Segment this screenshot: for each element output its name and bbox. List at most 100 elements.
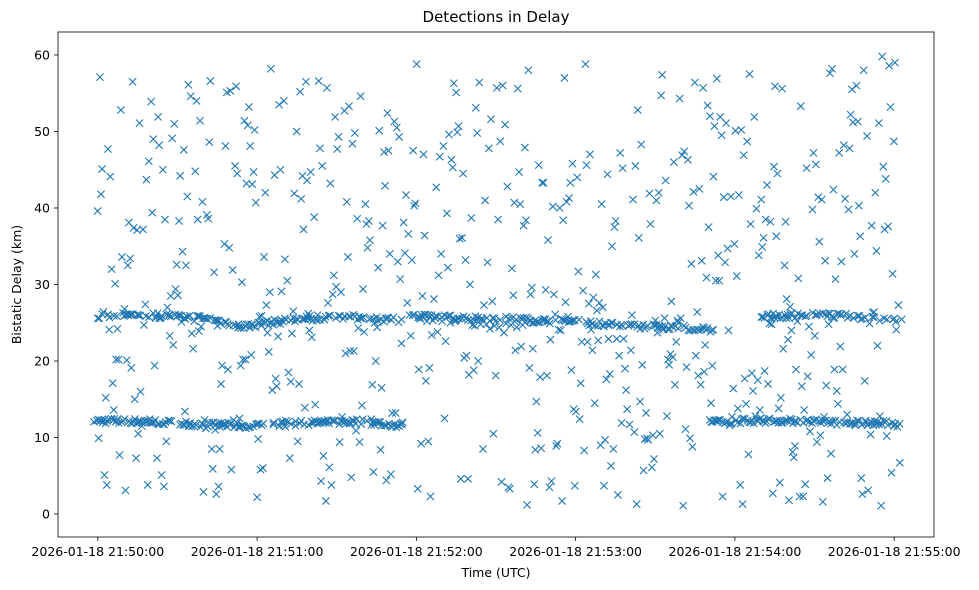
- track-point: [445, 311, 454, 320]
- track-point: [802, 311, 811, 320]
- data-point: [744, 450, 753, 459]
- data-point: [814, 193, 823, 202]
- data-point: [321, 497, 330, 506]
- data-point: [433, 327, 442, 336]
- data-point: [336, 288, 345, 297]
- data-point: [251, 198, 260, 207]
- x-tick-label: 2026-01-18 21:51:00: [191, 544, 324, 559]
- track-point: [330, 416, 339, 425]
- track-point: [133, 310, 142, 319]
- data-point: [515, 168, 524, 177]
- data-point: [381, 181, 390, 190]
- track-point: [831, 416, 840, 425]
- data-point: [887, 468, 896, 477]
- data-point: [243, 121, 252, 130]
- data-point: [135, 119, 144, 128]
- track-point: [862, 418, 871, 427]
- data-point: [552, 441, 561, 450]
- data-point: [180, 407, 189, 416]
- track-point: [227, 419, 236, 428]
- data-point: [260, 252, 268, 261]
- data-point: [580, 446, 589, 455]
- track-point: [726, 419, 735, 428]
- data-point: [673, 316, 682, 325]
- data-point: [757, 195, 766, 204]
- data-point: [753, 376, 762, 385]
- data-point: [549, 290, 558, 299]
- data-point: [568, 159, 577, 168]
- track-point: [801, 312, 810, 321]
- x-axis-ticks: 2026-01-18 21:50:00 2026-01-18 21:51:00 20…: [31, 537, 961, 559]
- track-point: [477, 315, 486, 324]
- data-point: [794, 274, 803, 283]
- data-point: [648, 431, 657, 440]
- data-point: [162, 437, 171, 446]
- data-point: [841, 194, 850, 203]
- data-point: [349, 347, 358, 356]
- data-point: [598, 303, 607, 312]
- track-point: [158, 312, 167, 321]
- data-point: [507, 264, 516, 273]
- data-point: [199, 487, 208, 496]
- track-point: [703, 324, 712, 333]
- data-point: [289, 307, 298, 316]
- track-point: [707, 326, 716, 335]
- data-point: [853, 117, 862, 126]
- data-point: [676, 314, 685, 323]
- data-point: [797, 382, 806, 391]
- data-point: [886, 102, 895, 111]
- data-point: [821, 256, 830, 265]
- data-point: [106, 172, 115, 181]
- data-point: [807, 350, 816, 359]
- data-point: [758, 243, 767, 251]
- data-point: [341, 349, 350, 358]
- data-point: [736, 480, 745, 489]
- data-point: [763, 181, 772, 190]
- track-point: [162, 310, 171, 319]
- track-point: [618, 322, 627, 331]
- data-point: [360, 327, 369, 336]
- track-point: [175, 311, 184, 320]
- data-point: [290, 189, 299, 198]
- data-point: [115, 451, 124, 460]
- data-point: [812, 438, 821, 447]
- y-tick-label: 20: [34, 354, 50, 369]
- data-point: [326, 179, 335, 188]
- data-point: [686, 434, 695, 443]
- data-point: [522, 216, 530, 225]
- data-point: [205, 138, 214, 147]
- data-point: [605, 370, 614, 379]
- track-point: [854, 416, 863, 425]
- data-point: [538, 178, 547, 187]
- data-point: [262, 301, 271, 310]
- data-point: [707, 399, 716, 408]
- data-point: [244, 102, 253, 111]
- data-point: [432, 183, 441, 192]
- data-point: [700, 367, 709, 376]
- data-point: [892, 325, 901, 334]
- track-point: [200, 314, 209, 323]
- data-point: [384, 146, 393, 155]
- data-point: [769, 162, 778, 171]
- data-point: [699, 83, 708, 92]
- y-tick-label: 50: [34, 124, 50, 139]
- track-point: [491, 317, 500, 326]
- data-point: [888, 269, 897, 278]
- data-point: [121, 486, 130, 495]
- data-point: [555, 203, 564, 212]
- data-point: [150, 361, 159, 370]
- x-axis-label: Time (UTC): [460, 565, 530, 580]
- data-point: [322, 83, 331, 92]
- data-point: [383, 109, 392, 118]
- data-point: [590, 399, 599, 408]
- data-point: [835, 148, 844, 157]
- data-point: [768, 489, 777, 498]
- data-point: [249, 168, 258, 177]
- data-point: [627, 311, 636, 320]
- data-point: [570, 481, 579, 490]
- track-point: [709, 325, 718, 334]
- data-point: [163, 303, 172, 312]
- data-point: [378, 221, 387, 230]
- data-point: [109, 405, 118, 414]
- data-point: [711, 276, 720, 285]
